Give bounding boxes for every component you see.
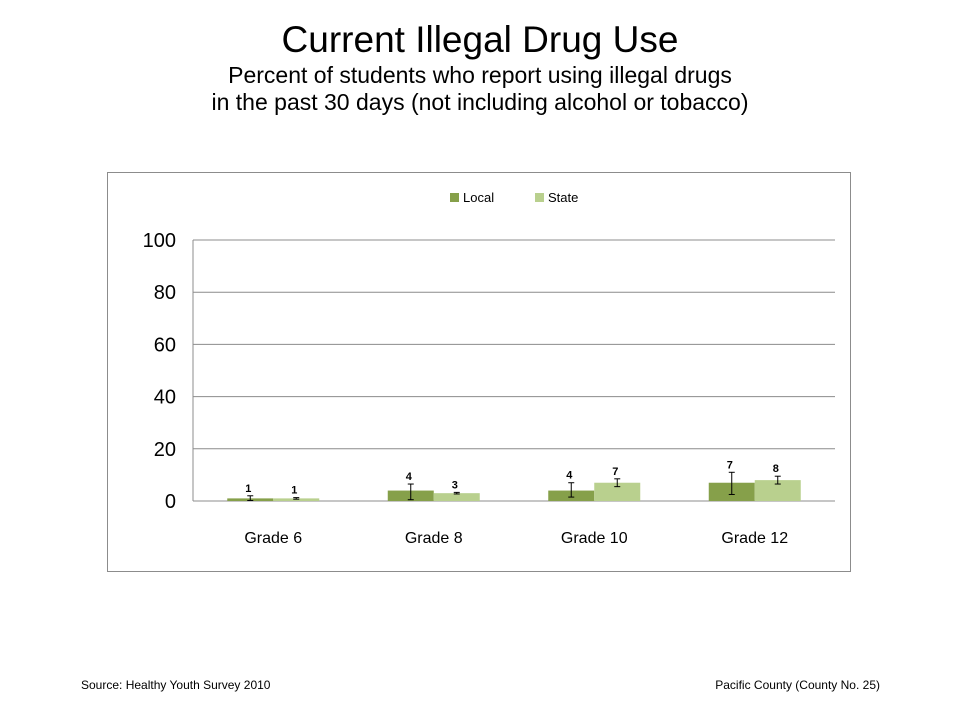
y-tick-label: 80 — [154, 282, 176, 304]
data-label: 3 — [452, 479, 458, 491]
legend-swatch-state — [535, 193, 544, 202]
y-tick-label: 0 — [165, 491, 176, 513]
y-tick-label: 100 — [143, 230, 176, 252]
county-note: Pacific County (County No. 25) — [715, 678, 880, 692]
chart-title: Current Illegal Drug Use — [281, 19, 679, 60]
x-tick-label: Grade 8 — [405, 530, 463, 547]
y-tick-label: 40 — [154, 387, 176, 409]
x-tick-label: Grade 6 — [244, 530, 302, 547]
bar-state — [594, 482, 641, 501]
legend-label-local: Local — [463, 190, 494, 205]
x-tick-label: Grade 10 — [561, 530, 628, 547]
bar-state — [273, 498, 320, 501]
title-block: Current Illegal Drug Use Percent of stud… — [0, 18, 960, 116]
legend-swatch-local — [450, 193, 459, 202]
y-tick-label: 60 — [154, 334, 176, 356]
x-tick-label: Grade 12 — [721, 530, 788, 547]
data-label: 7 — [727, 459, 733, 471]
y-tick-label: 20 — [154, 439, 176, 461]
bar-state — [754, 480, 801, 501]
data-label: 4 — [566, 470, 573, 482]
bar-chart: 0 20 40 60 80 100 1 1 Grade 6 4 3 Grade 8 4 7 Grade 10… — [143, 190, 835, 547]
data-label: 1 — [245, 483, 251, 495]
source-note: Source: Healthy Youth Survey 2010 — [81, 678, 271, 692]
chart-subtitle-line-2: in the past 30 days (not including alcoh… — [211, 89, 749, 115]
data-label: 1 — [291, 485, 297, 497]
legend-label-state: State — [548, 190, 578, 205]
data-label: 8 — [773, 463, 779, 475]
data-label: 4 — [406, 471, 413, 483]
chart-subtitle-line-1: Percent of students who report using ill… — [228, 62, 732, 88]
chart-frame: 0 20 40 60 80 100 1 1 Grade 6 4 3 Grade 8 4 7 Grade 10… — [107, 172, 851, 572]
bar-state — [433, 493, 480, 501]
data-label: 7 — [612, 466, 618, 478]
